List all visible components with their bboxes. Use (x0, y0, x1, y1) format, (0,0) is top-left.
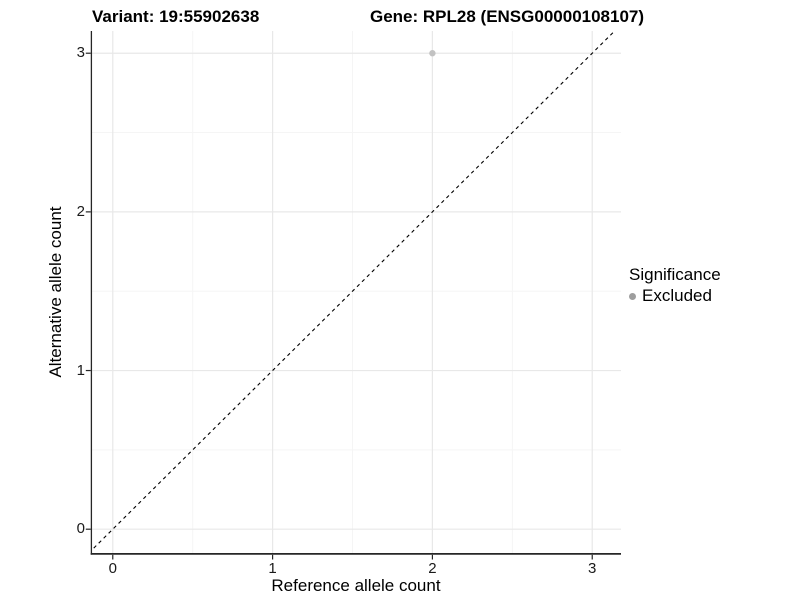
y-tick-label: 2 (76, 202, 85, 220)
y-tick-label: 0 (76, 520, 85, 538)
y-tick-label: 1 (76, 361, 85, 379)
legend-item-label: Excluded (642, 286, 712, 305)
x-tick-label: 3 (588, 560, 597, 577)
x-axis-title: Reference allele count (271, 576, 441, 595)
legend-title: Significance (629, 265, 721, 284)
plot-title-gene: Gene: RPL28 (ENSG00000108107) (370, 7, 645, 26)
plot-title-variant: Variant: 19:55902638 (92, 7, 260, 26)
x-tick-label: 2 (428, 560, 437, 577)
x-tick-label: 0 (108, 560, 117, 577)
excluded-point-icon (629, 292, 636, 300)
identity-reference-line (92, 31, 616, 551)
data-point (429, 50, 436, 57)
x-tick-label: 1 (268, 560, 277, 577)
y-tick-label: 3 (76, 44, 85, 62)
legend: Significance Excluded (629, 265, 797, 306)
legend-item-excluded: Excluded (629, 286, 797, 306)
y-axis-title: Alternative allele count (46, 206, 65, 378)
